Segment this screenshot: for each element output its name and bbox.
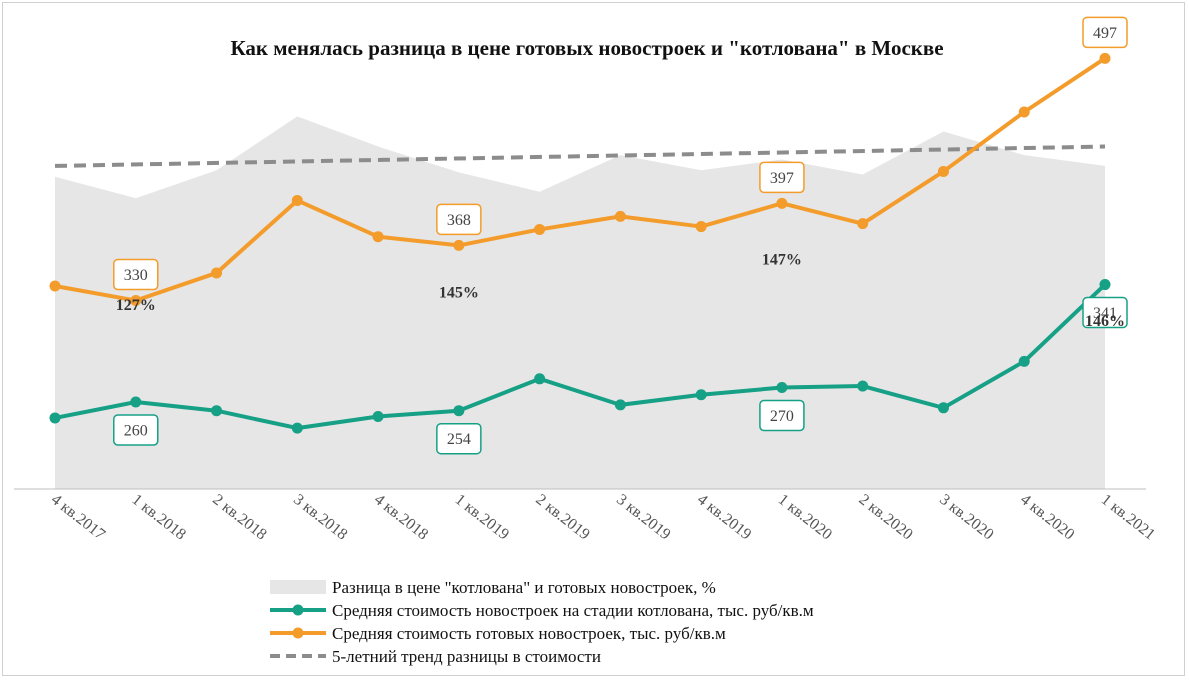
- x-tick-label: 1 кв.2020: [775, 491, 835, 543]
- value-label: 260: [124, 423, 148, 440]
- legend-label: Средняя стоимость готовых новостроек, ты…: [332, 624, 726, 643]
- x-tick-label: 1 кв.2019: [452, 491, 512, 543]
- legend-marker: [292, 604, 304, 616]
- x-tick-label: 2 кв.2018: [209, 491, 269, 543]
- point-kotlovan-13: [1099, 279, 1111, 291]
- point-ready-3: [291, 194, 303, 206]
- value-label: 397: [770, 170, 794, 187]
- legend-marker: [292, 627, 304, 639]
- x-tick-label: 2 кв.2019: [532, 491, 592, 543]
- point-ready-1: [130, 295, 142, 306]
- point-ready-8: [695, 221, 707, 233]
- value-label: 270: [770, 408, 794, 425]
- value-label-box: [1082, 296, 1128, 329]
- x-tick-label: 4 кв.2018: [371, 491, 431, 543]
- value-label: 341: [1093, 305, 1117, 322]
- legend-label: 5-летний тренд разницы в стоимости: [332, 647, 601, 666]
- point-ready-9: [776, 197, 788, 209]
- point-ready-2: [211, 267, 223, 279]
- point-ready-6: [534, 223, 546, 235]
- pct-label: 147%: [762, 251, 802, 268]
- point-ready-11: [937, 165, 949, 177]
- pct-label: 127%: [116, 297, 156, 314]
- value-label: 330: [124, 267, 148, 284]
- x-tick-label: 3 кв.2020: [936, 491, 996, 543]
- point-kotlovan-6: [534, 373, 546, 385]
- point-kotlovan-12: [1018, 355, 1030, 367]
- x-tick-label: 4 кв.2017: [48, 491, 108, 543]
- point-kotlovan-1: [130, 396, 142, 408]
- value-label-box: [436, 422, 482, 455]
- x-tick-label: 3 кв.2019: [613, 491, 673, 543]
- chart-title: Как менялась разница в цене готовых ново…: [230, 36, 943, 60]
- point-ready-5: [453, 239, 465, 251]
- value-label-box: [113, 414, 159, 446]
- value-label: 254: [447, 431, 471, 448]
- point-kotlovan-9: [776, 382, 788, 393]
- point-kotlovan-2: [211, 405, 223, 417]
- point-kotlovan-3: [291, 422, 303, 434]
- x-tick-label: 4 кв.2019: [694, 491, 754, 543]
- point-kotlovan-5: [453, 405, 465, 417]
- x-tick-label: 4 кв.2020: [1017, 491, 1077, 543]
- value-label-box: [436, 203, 482, 236]
- point-kotlovan-4: [372, 411, 384, 422]
- point-kotlovan-8: [695, 389, 707, 401]
- x-tick-label: 1 кв.2018: [129, 491, 189, 543]
- legend-swatch-area: [270, 580, 326, 594]
- legend-label: Разница в цене "котлована" и готовых нов…: [332, 578, 716, 597]
- pct-label: 146%: [1085, 313, 1125, 330]
- point-kotlovan-7: [614, 399, 626, 411]
- x-tick-label: 1 кв.2021: [1098, 491, 1158, 543]
- point-ready-12: [1018, 106, 1030, 118]
- value-label-box: [759, 161, 805, 194]
- x-tick-label: 2 кв.2020: [856, 491, 916, 543]
- series-line-kotlovan: [54, 283, 1107, 431]
- point-kotlovan-10: [857, 380, 869, 392]
- pct-label: 145%: [439, 284, 479, 301]
- point-ready-13: [1099, 52, 1111, 64]
- series-line-ready: [54, 56, 1107, 303]
- point-ready-10: [857, 218, 869, 230]
- x-tick-label: 3 кв.2018: [290, 491, 350, 543]
- value-label-box: [113, 258, 159, 291]
- value-label-box: [759, 399, 805, 432]
- legend-label: Средняя стоимость новостроек на стадии к…: [332, 601, 814, 620]
- value-label: 368: [447, 212, 471, 229]
- point-kotlovan-0: [49, 412, 61, 424]
- point-ready-4: [372, 231, 384, 243]
- point-ready-7: [614, 210, 626, 222]
- value-label-box: [1082, 16, 1128, 49]
- trend-line: [54, 144, 1106, 168]
- point-ready-0: [49, 280, 61, 292]
- point-kotlovan-11: [937, 402, 949, 414]
- value-label: 497: [1093, 25, 1117, 42]
